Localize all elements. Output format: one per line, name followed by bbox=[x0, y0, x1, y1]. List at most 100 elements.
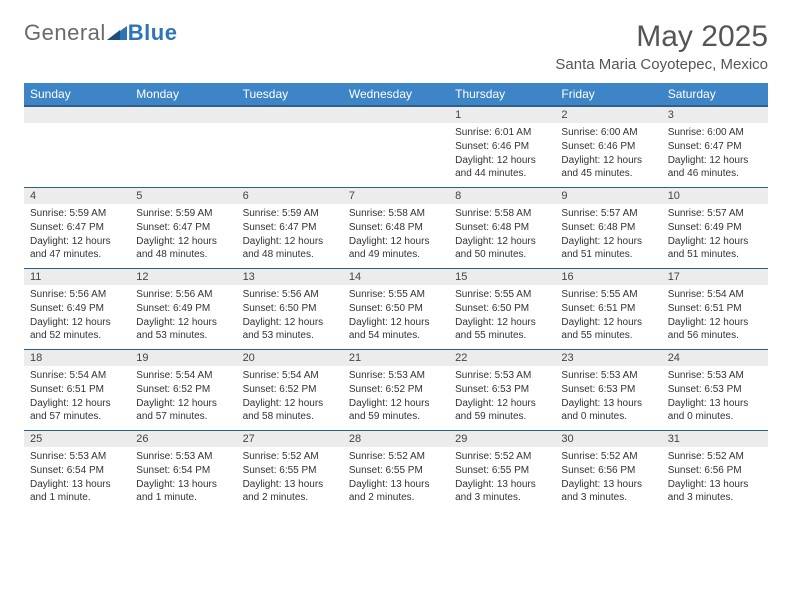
calendar-cell-empty bbox=[343, 106, 449, 188]
sunset: Sunset: 6:47 PM bbox=[668, 140, 762, 153]
sunrise-label: Sunrise: bbox=[30, 289, 69, 300]
day-number: 31 bbox=[662, 431, 768, 447]
sunrise-label: Sunrise: bbox=[136, 208, 175, 219]
calendar-table: SundayMondayTuesdayWednesdayThursdayFrid… bbox=[24, 83, 768, 511]
day-details bbox=[237, 123, 343, 179]
sunset-value: 6:46 PM bbox=[598, 141, 635, 152]
sunrise-label: Sunrise: bbox=[136, 370, 175, 381]
day-number: 14 bbox=[343, 269, 449, 285]
day-number: 29 bbox=[449, 431, 555, 447]
day-details: Sunrise: 5:53 AMSunset: 6:53 PMDaylight:… bbox=[662, 366, 768, 430]
daylight-label: Daylight: bbox=[30, 236, 72, 247]
sunset: Sunset: 6:50 PM bbox=[455, 302, 549, 315]
calendar-cell: 28Sunrise: 5:52 AMSunset: 6:55 PMDayligh… bbox=[343, 431, 449, 512]
daylight: Daylight: 12 hours and 53 minutes. bbox=[243, 316, 337, 342]
sunset: Sunset: 6:53 PM bbox=[561, 383, 655, 396]
day-number: 16 bbox=[555, 269, 661, 285]
day-details: Sunrise: 5:54 AMSunset: 6:51 PMDaylight:… bbox=[662, 285, 768, 349]
daylight-label: Daylight: bbox=[561, 236, 603, 247]
day-details: Sunrise: 5:52 AMSunset: 6:55 PMDaylight:… bbox=[237, 447, 343, 511]
calendar-cell: 7Sunrise: 5:58 AMSunset: 6:48 PMDaylight… bbox=[343, 188, 449, 269]
daylight-label: Daylight: bbox=[668, 479, 710, 490]
day-number: 21 bbox=[343, 350, 449, 366]
brand-logo: General Blue bbox=[24, 20, 177, 46]
day-details: Sunrise: 5:57 AMSunset: 6:48 PMDaylight:… bbox=[555, 204, 661, 268]
day-number: 20 bbox=[237, 350, 343, 366]
sunset-value: 6:51 PM bbox=[704, 303, 741, 314]
sunset: Sunset: 6:48 PM bbox=[349, 221, 443, 234]
sunset-value: 6:50 PM bbox=[279, 303, 316, 314]
month-title: May 2025 bbox=[555, 20, 768, 54]
calendar-cell: 27Sunrise: 5:52 AMSunset: 6:55 PMDayligh… bbox=[237, 431, 343, 512]
weekday-header: Friday bbox=[555, 83, 661, 106]
calendar-row: 18Sunrise: 5:54 AMSunset: 6:51 PMDayligh… bbox=[24, 350, 768, 431]
daylight: Daylight: 12 hours and 58 minutes. bbox=[243, 397, 337, 423]
day-number bbox=[343, 107, 449, 123]
sunrise: Sunrise: 5:58 AM bbox=[455, 207, 549, 220]
sunset-value: 6:52 PM bbox=[173, 384, 210, 395]
sunrise: Sunrise: 5:54 AM bbox=[30, 369, 124, 382]
day-details: Sunrise: 5:56 AMSunset: 6:49 PMDaylight:… bbox=[130, 285, 236, 349]
calendar-cell: 15Sunrise: 5:55 AMSunset: 6:50 PMDayligh… bbox=[449, 269, 555, 350]
sunset-value: 6:54 PM bbox=[67, 465, 104, 476]
day-details: Sunrise: 5:52 AMSunset: 6:56 PMDaylight:… bbox=[555, 447, 661, 511]
sunset-value: 6:48 PM bbox=[598, 222, 635, 233]
sunrise: Sunrise: 5:52 AM bbox=[561, 450, 655, 463]
daylight-label: Daylight: bbox=[455, 317, 497, 328]
sunset-value: 6:52 PM bbox=[386, 384, 423, 395]
calendar-cell: 18Sunrise: 5:54 AMSunset: 6:51 PMDayligh… bbox=[24, 350, 130, 431]
sunset-value: 6:51 PM bbox=[598, 303, 635, 314]
sunset-value: 6:56 PM bbox=[704, 465, 741, 476]
daylight: Daylight: 13 hours and 3 minutes. bbox=[455, 478, 549, 504]
sunset-label: Sunset: bbox=[349, 222, 386, 233]
day-number: 4 bbox=[24, 188, 130, 204]
day-number: 24 bbox=[662, 350, 768, 366]
daylight-label: Daylight: bbox=[668, 155, 710, 166]
sunset: Sunset: 6:55 PM bbox=[349, 464, 443, 477]
sunrise: Sunrise: 5:57 AM bbox=[668, 207, 762, 220]
sunrise: Sunrise: 5:57 AM bbox=[561, 207, 655, 220]
day-details: Sunrise: 6:00 AMSunset: 6:47 PMDaylight:… bbox=[662, 123, 768, 187]
calendar-row: 25Sunrise: 5:53 AMSunset: 6:54 PMDayligh… bbox=[24, 431, 768, 512]
day-details: Sunrise: 5:53 AMSunset: 6:52 PMDaylight:… bbox=[343, 366, 449, 430]
day-number: 1 bbox=[449, 107, 555, 123]
sunrise-value: 5:56 AM bbox=[282, 289, 319, 300]
sunrise: Sunrise: 5:52 AM bbox=[243, 450, 337, 463]
calendar-cell: 31Sunrise: 5:52 AMSunset: 6:56 PMDayligh… bbox=[662, 431, 768, 512]
daylight: Daylight: 12 hours and 57 minutes. bbox=[30, 397, 124, 423]
sunset-label: Sunset: bbox=[243, 303, 280, 314]
weekday-header: Tuesday bbox=[237, 83, 343, 106]
sunrise-label: Sunrise: bbox=[30, 370, 69, 381]
sunrise-label: Sunrise: bbox=[668, 127, 707, 138]
daylight: Daylight: 12 hours and 48 minutes. bbox=[136, 235, 230, 261]
sunset-label: Sunset: bbox=[30, 384, 67, 395]
day-number: 27 bbox=[237, 431, 343, 447]
sunset: Sunset: 6:52 PM bbox=[243, 383, 337, 396]
sunrise-label: Sunrise: bbox=[136, 289, 175, 300]
sunrise-label: Sunrise: bbox=[243, 370, 282, 381]
daylight: Daylight: 13 hours and 1 minute. bbox=[30, 478, 124, 504]
day-number: 13 bbox=[237, 269, 343, 285]
sunset: Sunset: 6:54 PM bbox=[136, 464, 230, 477]
weekday-header: Monday bbox=[130, 83, 236, 106]
day-details: Sunrise: 5:59 AMSunset: 6:47 PMDaylight:… bbox=[237, 204, 343, 268]
sunrise-label: Sunrise: bbox=[349, 289, 388, 300]
sunset-value: 6:55 PM bbox=[279, 465, 316, 476]
day-details: Sunrise: 5:55 AMSunset: 6:50 PMDaylight:… bbox=[449, 285, 555, 349]
sunset-label: Sunset: bbox=[30, 465, 67, 476]
sunrise-value: 5:53 AM bbox=[707, 370, 744, 381]
sunrise-value: 5:53 AM bbox=[495, 370, 532, 381]
sunset-label: Sunset: bbox=[668, 303, 705, 314]
calendar-cell: 25Sunrise: 5:53 AMSunset: 6:54 PMDayligh… bbox=[24, 431, 130, 512]
daylight: Daylight: 12 hours and 59 minutes. bbox=[349, 397, 443, 423]
sunset-label: Sunset: bbox=[349, 384, 386, 395]
day-number: 12 bbox=[130, 269, 236, 285]
sunrise-value: 5:52 AM bbox=[282, 451, 319, 462]
sunrise: Sunrise: 5:54 AM bbox=[136, 369, 230, 382]
calendar-cell: 11Sunrise: 5:56 AMSunset: 6:49 PMDayligh… bbox=[24, 269, 130, 350]
daylight: Daylight: 12 hours and 59 minutes. bbox=[455, 397, 549, 423]
sunset: Sunset: 6:51 PM bbox=[561, 302, 655, 315]
day-details: Sunrise: 5:52 AMSunset: 6:55 PMDaylight:… bbox=[449, 447, 555, 511]
daylight: Daylight: 12 hours and 47 minutes. bbox=[30, 235, 124, 261]
sunset: Sunset: 6:55 PM bbox=[243, 464, 337, 477]
